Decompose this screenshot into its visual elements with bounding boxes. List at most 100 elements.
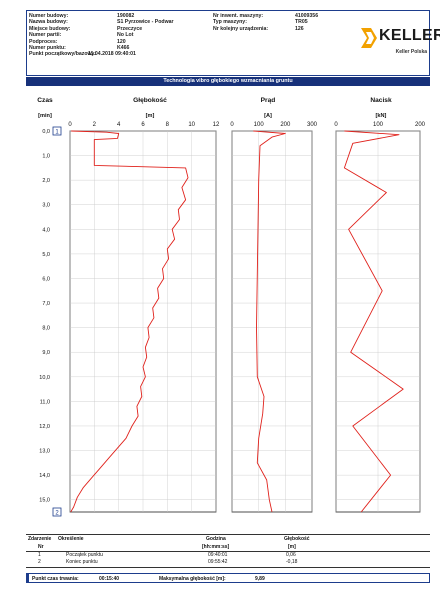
pressure-chart-title: Nacisk <box>370 97 392 104</box>
start-marker-label: 1 <box>55 130 59 136</box>
depth-x-tick-label: 12 <box>213 122 220 128</box>
current-x-tick-label: 0 <box>230 122 234 128</box>
y-tick-label: 6,0 <box>42 276 50 282</box>
y-tick-label: 1,0 <box>42 154 50 160</box>
depth-x-tick-label: 4 <box>117 122 121 128</box>
y-tick-label: 0,0 <box>42 129 50 135</box>
depth-x-tick-label: 0 <box>68 122 72 128</box>
logo-text: KELLER <box>379 27 440 44</box>
header-event: Zdarzenie <box>28 536 52 542</box>
label-device-serial: Nr kolejny urządzenia: <box>213 25 269 32</box>
report-header: Numer budowy: Nazwa budowy: Miejsce budo… <box>26 10 440 76</box>
value-lot-number: No Lot <box>117 32 134 39</box>
end-marker <box>52 507 62 517</box>
label-machine-type: Typ maszyny: <box>213 19 247 26</box>
current-x-tick-label: 300 <box>307 122 318 128</box>
current-series-line <box>253 130 286 513</box>
value-site-number: 190082 <box>117 13 135 19</box>
technology-title-bar: Technologia vibro głębokiego wzmacniania… <box>26 77 430 86</box>
pressure-series-line <box>343 130 404 513</box>
label-point-number: Numer punktu: <box>29 44 66 51</box>
header-description: Określenie <box>58 536 84 542</box>
event-description: Początek punktu <box>66 552 103 558</box>
event-row: 1 Początek punktu 09:40:01 0,06 <box>26 552 430 559</box>
time-column-title: Czas <box>37 97 53 104</box>
header-labels-right: Nr inwent. maszyny: Typ maszyny: Nr kole… <box>213 13 268 32</box>
current-frame <box>231 130 313 513</box>
events-table-header: Zdarzenie Określenie Godzina Głębokość N… <box>26 534 430 552</box>
y-tick-label: 13,0 <box>39 449 50 455</box>
start-marker <box>52 126 62 136</box>
value-point-number: K466 <box>117 44 130 51</box>
event-depth: 0,06 <box>286 552 296 558</box>
keller-logo: KELLER <box>357 25 440 55</box>
y-tick-label: 8,0 <box>42 326 50 332</box>
label-site-number: Numer budowy: <box>29 13 69 19</box>
depth-x-tick-label: 10 <box>188 122 195 128</box>
label-site-location: Miejsce budowy: <box>29 25 71 32</box>
current-x-tick-label: 100 <box>254 122 265 128</box>
subheader-number: Nr <box>38 544 44 550</box>
depth-chart-unit: [m] <box>145 113 155 119</box>
depth-series-line <box>70 130 189 513</box>
value-machine-inventory: 41009356 <box>295 13 319 19</box>
y-tick-label: 7,0 <box>42 301 50 307</box>
max-depth-value: 9,89 <box>255 576 265 582</box>
event-time: 09:55:42 <box>208 559 228 565</box>
pressure-chart-unit: [kN] <box>375 113 387 119</box>
logo-subtitle: Keller Polska <box>395 49 427 55</box>
keller-logo-icon <box>361 28 377 48</box>
header-values-right: 41009356 TR05 126 <box>295 13 318 32</box>
current-x-tick-label: 200 <box>280 122 291 128</box>
subheader-depth-unit: [m] <box>288 544 296 550</box>
current-chart-unit: [A] <box>264 113 272 119</box>
header-values-left: 190082 S1 Pyrzowice - Podwar Przeczyce N… <box>88 13 174 58</box>
depth-x-tick-label: 6 <box>141 122 145 128</box>
event-description: Koniec punktu <box>66 559 98 565</box>
summary-label: Punkt czas trwania: <box>32 576 79 582</box>
header-depth: Głębokość <box>284 536 310 542</box>
summary-bar: Punkt czas trwania: 00:15:40 Maksymalna … <box>26 573 430 583</box>
y-tick-label: 3,0 <box>42 203 50 209</box>
header-labels-left: Numer budowy: Nazwa budowy: Miejsce budo… <box>29 13 96 58</box>
pressure-x-tick-label: 100 <box>373 122 384 128</box>
charts-canvas: 0,01,02,03,04,05,06,07,08,09,010,011,012… <box>39 122 426 517</box>
y-tick-label: 10,0 <box>39 375 50 381</box>
label-site-name: Nazwa budowy: <box>29 19 68 26</box>
y-tick-label: 9,0 <box>42 350 50 356</box>
end-marker-label: 2 <box>55 511 59 517</box>
label-subprocess: Podproces: <box>29 38 58 45</box>
value-start-point: 11.04.2018 09:40:01 <box>88 51 136 58</box>
label-machine-inventory: Nr inwent. maszyny: <box>213 13 264 19</box>
depth-x-tick-label: 2 <box>93 122 97 128</box>
depth-chart-title: Głębokość <box>133 97 167 104</box>
value-device-serial: 126 <box>295 25 304 32</box>
current-chart-title: Prąd <box>260 97 276 104</box>
y-tick-label: 4,0 <box>42 227 50 233</box>
y-tick-label: 5,0 <box>42 252 50 258</box>
y-tick-label: 14,0 <box>39 473 50 479</box>
y-tick-label: 11,0 <box>40 399 50 405</box>
value-site-location: Przeczyce <box>117 25 143 32</box>
report-page: Numer budowy: Nazwa budowy: Miejsce budo… <box>10 6 440 593</box>
event-row: 2 Koniec punktu 09:55:42 -0,18 <box>26 559 430 566</box>
table-divider <box>26 567 430 568</box>
pressure-x-tick-label: 0 <box>334 122 338 128</box>
header-time: Godzina <box>206 536 226 542</box>
pressure-x-tick-label: 200 <box>415 122 426 128</box>
time-column-unit: [min] <box>38 113 52 119</box>
summary-duration: 00:15:40 <box>99 576 120 582</box>
label-start-point: Punkt początkowy/bazowy: <box>29 51 97 58</box>
event-depth: -0,18 <box>286 559 298 565</box>
max-depth-label: Maksymalna głębokość [m]: <box>159 576 226 582</box>
event-number: 2 <box>38 559 41 565</box>
y-tick-label: 2,0 <box>42 178 50 184</box>
events-table: Zdarzenie Określenie Godzina Głębokość N… <box>26 534 430 584</box>
event-time: 09:40:01 <box>208 552 228 558</box>
subheader-time-unit: [hh:mm:ss] <box>202 544 230 550</box>
y-tick-label: 15,0 <box>39 498 50 504</box>
y-tick-label: 12,0 <box>39 424 50 430</box>
value-subprocess: 120 <box>117 38 126 45</box>
depth-x-tick-label: 8 <box>166 122 170 128</box>
value-machine-type: TR05 <box>295 19 308 26</box>
